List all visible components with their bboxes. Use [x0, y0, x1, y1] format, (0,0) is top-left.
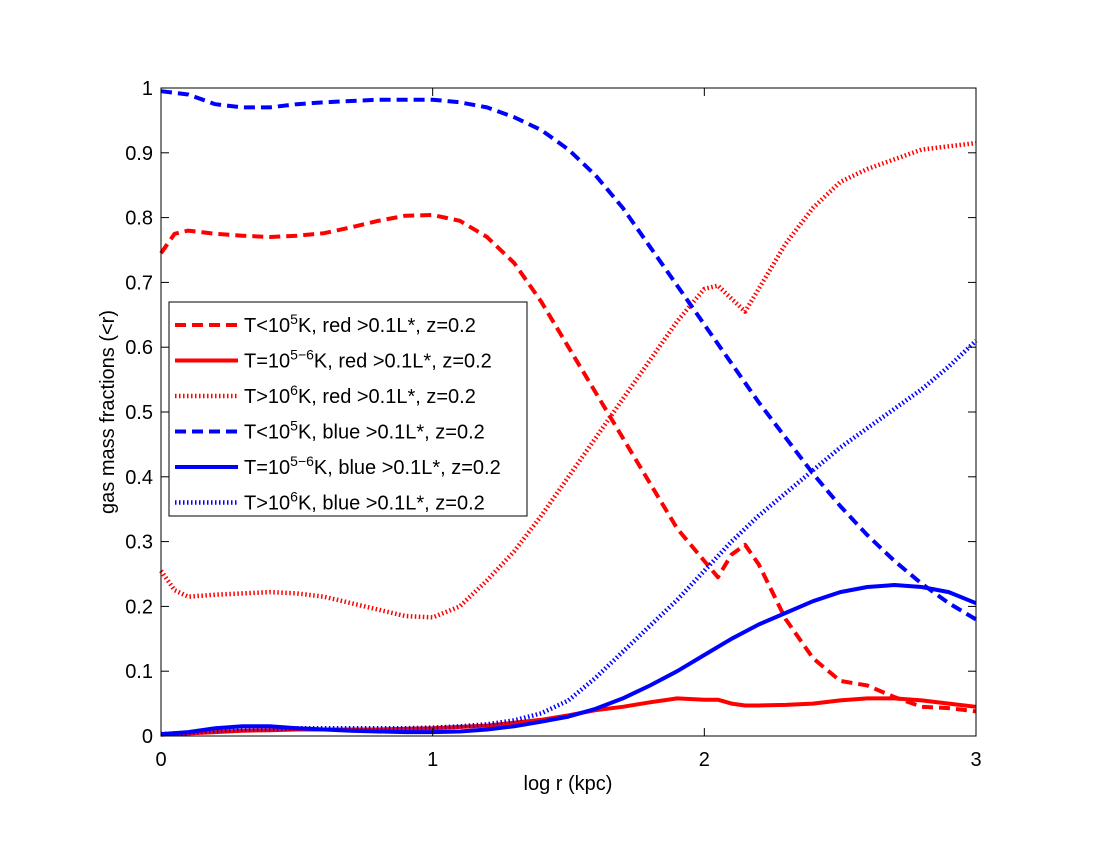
legend: T<105K, red >0.1L*, z=0.2 T=105−6K, red >…	[168, 301, 528, 517]
y-axis-label: gas mass fractions (<r)	[97, 310, 119, 514]
legend-label-3: T>106K, red >0.1L*, z=0.2	[244, 382, 476, 408]
y-tick-label: 0	[142, 726, 153, 748]
legend-label-1: T<105K, red >0.1L*, z=0.2	[244, 311, 476, 337]
y-tick-label: 0.4	[125, 467, 153, 489]
x-tick-label: 0	[155, 749, 166, 771]
legend-label-4: T<105K, blue >0.1L*, z=0.2	[244, 418, 485, 444]
y-tick-label: 0.5	[125, 402, 153, 424]
x-axis-label: log r (kpc)	[524, 773, 613, 795]
y-tick-label: 0.8	[125, 208, 153, 230]
legend-label-6: T>106K, blue >0.1L*, z=0.2	[244, 489, 485, 515]
legend-box	[168, 301, 528, 517]
y-tick-label: 0.9	[125, 143, 153, 165]
y-tick-label: 0.6	[125, 337, 153, 359]
series-line-3	[159, 140, 977, 620]
x-tick-label: 1	[427, 749, 438, 771]
legend-label-2: T=105−6K, red >0.1L*, z=0.2	[244, 347, 492, 373]
y-tick-label: 0.7	[125, 272, 153, 294]
x-tick-label: 2	[699, 749, 710, 771]
series-line-2	[160, 696, 977, 737]
y-tick-label: 0.2	[125, 596, 153, 618]
y-tick-label: 0.1	[125, 661, 153, 683]
legend-label-5: T=105−6K, blue >0.1L*, z=0.2	[244, 453, 501, 479]
y-tick-label: 1	[142, 78, 153, 100]
x-tick-label: 3	[970, 749, 981, 771]
y-tick-label: 0.3	[125, 532, 153, 554]
axis-layer: 0 1 2 3 0 0.1 0.2 0.3 0.4 0.5 0.6 0.7 0.8 0.9 1	[125, 78, 981, 771]
series-line-4	[160, 89, 978, 622]
series-layer	[159, 89, 978, 737]
series-line-5	[160, 583, 977, 737]
